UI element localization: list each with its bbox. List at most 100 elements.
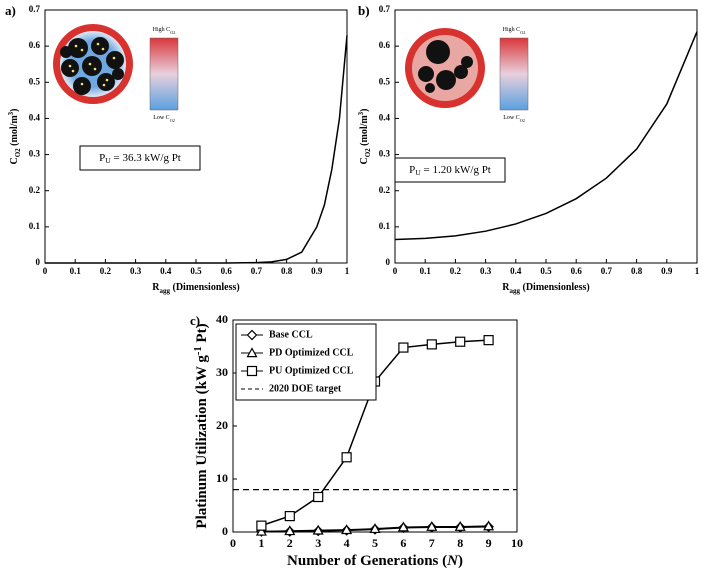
- x-tick-label: 0.5: [540, 266, 552, 276]
- y-tick-label: 0.4: [29, 112, 41, 122]
- text-part: ): [359, 108, 370, 111]
- x-tick-label: 0.1: [420, 266, 432, 276]
- marker: [483, 335, 494, 346]
- y-tick-label: 0.6: [29, 40, 41, 50]
- x-tick-label: 0: [393, 266, 398, 276]
- colorbar-low: Low CO2: [503, 115, 525, 123]
- legend-marker: [246, 347, 258, 358]
- x-tick-label: 0.2: [450, 266, 462, 276]
- legend-label: PD Optimized CCL: [269, 347, 354, 358]
- x-tick-label: 1: [695, 266, 700, 276]
- y-tick-label: 0.5: [379, 76, 391, 86]
- text-part: 3: [7, 111, 15, 115]
- y-tick-label: 0.5: [29, 76, 41, 86]
- x-tick-label: 0.6: [571, 266, 583, 276]
- x-tick-label: 0.9: [311, 266, 323, 276]
- x-tick-label: 7: [429, 536, 435, 550]
- marker: [426, 520, 438, 531]
- x-tick-label: 9: [486, 536, 492, 550]
- text-part: 3: [357, 111, 365, 115]
- y-tick-label: 0.4: [379, 112, 391, 122]
- x-tick-label: 0.8: [281, 266, 293, 276]
- panel-label: b): [358, 3, 370, 18]
- colorbar-high: High CO2: [153, 27, 176, 35]
- text-part: O2: [170, 30, 175, 35]
- text-part: O2: [364, 148, 372, 157]
- x-tick-label: 8: [457, 536, 463, 550]
- annotation: PU = 1.20 kW/g Pt: [409, 164, 491, 177]
- x-tick-label: 0: [43, 266, 48, 276]
- y-tick-label: 0.6: [379, 40, 391, 50]
- text-part: C: [9, 157, 20, 164]
- text-part: R: [152, 282, 160, 293]
- marker: [426, 339, 437, 350]
- text-part: agg: [510, 287, 521, 295]
- x-tick-label: 2: [287, 536, 293, 550]
- marker: [341, 524, 353, 535]
- x-tick-label: 0.3: [130, 266, 142, 276]
- legend-marker: [246, 365, 258, 377]
- y-axis-label: CO2 (mol/m3): [357, 108, 372, 164]
- text-part: Number of Generations (: [287, 553, 447, 569]
- annotation-box: [79, 145, 201, 171]
- inset-a: [53, 24, 179, 111]
- text-part: U: [415, 168, 421, 177]
- text-part: Low C: [503, 115, 520, 121]
- x-tick-label: 0.4: [510, 266, 522, 276]
- legend-label: PU Optimized CCL: [269, 365, 354, 376]
- marker: [454, 520, 466, 531]
- marker: [256, 520, 267, 531]
- x-tick-label: 0.5: [190, 266, 202, 276]
- text-part: -1: [193, 346, 204, 355]
- text-part: = 36.3 kW/g Pt: [111, 152, 181, 164]
- x-axis-label: Ragg (Dimensionless): [152, 282, 239, 294]
- x-tick-label: 0.2: [100, 266, 112, 276]
- x-tick-label: 1: [258, 536, 264, 550]
- y-tick-label: 0.2: [29, 185, 41, 195]
- text-part: C: [359, 157, 370, 164]
- y-tick-label: 0.1: [29, 221, 41, 231]
- text-part: agg: [160, 287, 171, 295]
- legend-marker: [246, 329, 258, 341]
- y-tick-label: 0: [36, 257, 41, 267]
- x-tick-label: 3: [315, 536, 321, 550]
- legend-box: [235, 323, 377, 401]
- y-tick-label: 0.7: [29, 4, 41, 14]
- x-axis-label: Ragg (Dimensionless): [502, 282, 589, 294]
- x-tick-label: 0.3: [480, 266, 492, 276]
- marker: [312, 524, 324, 535]
- text-part: (mol/m: [359, 115, 370, 149]
- x-tick-label: 0.4: [160, 266, 172, 276]
- data-line: [394, 31, 698, 241]
- marker: [284, 525, 296, 536]
- y-tick-label: 0.2: [379, 185, 391, 195]
- marker: [369, 523, 381, 534]
- text-part: (Dimensionless): [170, 282, 240, 293]
- x-tick-label: 0.8: [631, 266, 643, 276]
- x-tick-label: 6: [400, 536, 406, 550]
- annotation: PU = 36.3 kW/g Pt: [99, 152, 181, 165]
- marker: [313, 491, 324, 503]
- colorbar-high: High CO2: [503, 27, 526, 35]
- text-part: Platinum Utilization (kW g: [194, 355, 210, 529]
- text-part: O2: [14, 148, 22, 157]
- text-part: U: [105, 156, 111, 165]
- marker: [455, 336, 466, 347]
- x-tick-label: 0.1: [70, 266, 82, 276]
- text-part: High C: [503, 27, 521, 33]
- x-tick-label: 0.9: [661, 266, 673, 276]
- y-tick-label: 30: [216, 365, 228, 379]
- text-part: ): [9, 108, 20, 111]
- marker: [398, 342, 409, 353]
- y-tick-label: 0.7: [379, 4, 391, 14]
- text-part: = 1.20 kW/g Pt: [421, 164, 491, 176]
- y-axis-label: Platinum Utilization (kW g-1 Pt): [193, 323, 210, 528]
- text-part: High C: [153, 27, 171, 33]
- marker: [255, 525, 267, 536]
- inset-b: [405, 28, 529, 111]
- text-part: O2: [520, 30, 525, 35]
- text-part: P: [99, 152, 105, 164]
- y-tick-label: 10: [216, 471, 228, 485]
- x-tick-label: 10: [511, 536, 523, 550]
